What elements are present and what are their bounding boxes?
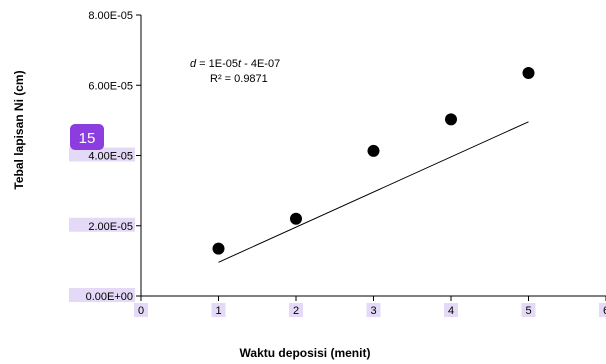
data-point: [445, 113, 457, 126]
x-tick-label: 3: [370, 305, 376, 317]
y-tick-label: 0.00E+00: [86, 291, 133, 303]
x-axis-title: Waktu deposisi (menit): [240, 346, 371, 360]
x-tick-highlight: [366, 303, 381, 317]
data-points: [212, 66, 535, 255]
x-tick-label: 6: [603, 305, 606, 317]
x-ticks: 0 1 2 3 4 5 6: [138, 296, 606, 317]
equation-mid: = 1E-05: [196, 58, 238, 70]
y-tick-highlight: [69, 217, 135, 232]
data-point: [290, 212, 302, 225]
equation-tail: - 4E-07: [241, 58, 280, 70]
x-tick-label: 5: [525, 305, 531, 317]
y-ticks: 0.00E+00 2.00E-05 4.00E-05 6.00E-05 8.00E-05: [86, 10, 141, 303]
overlay-badge: 15: [70, 124, 104, 150]
r-squared-label: R² = 0.9871: [210, 73, 268, 85]
x-tick-label: 2: [293, 305, 299, 317]
y-tick-highlight: [69, 288, 135, 302]
equation-d: d: [190, 58, 197, 70]
x-tick-highlight: [289, 303, 303, 317]
data-point: [212, 242, 225, 255]
x-tick-highlight: [444, 303, 458, 317]
y-tick-label: 6.00E-05: [88, 80, 133, 92]
badge-background: [70, 124, 104, 150]
x-tick-label: 1: [215, 305, 221, 317]
y-tick-label: 2.00E-05: [88, 221, 133, 233]
y-tick-label: 4.00E-05: [88, 151, 133, 163]
x-tick-highlight: [134, 303, 148, 317]
x-tick-label: 0: [138, 305, 144, 317]
x-tick-highlight: [211, 303, 226, 317]
badge-label: 15: [79, 130, 96, 147]
x-tick-label: 4: [448, 305, 454, 317]
regression-equation: d = 1E-05t - 4E-07: [190, 58, 280, 70]
data-point: [367, 144, 380, 157]
y-axis-title: Tebal lapisan Ni (cm): [12, 70, 26, 189]
data-point: [522, 66, 535, 79]
trendline: [218, 121, 529, 263]
equation-t: t: [238, 58, 242, 70]
x-tick-highlight: [521, 303, 536, 317]
y-tick-highlight: [69, 147, 135, 162]
tick-highlights: [69, 147, 606, 317]
x-tick-highlight: [599, 303, 606, 317]
y-tick-label: 8.00E-05: [88, 10, 133, 22]
